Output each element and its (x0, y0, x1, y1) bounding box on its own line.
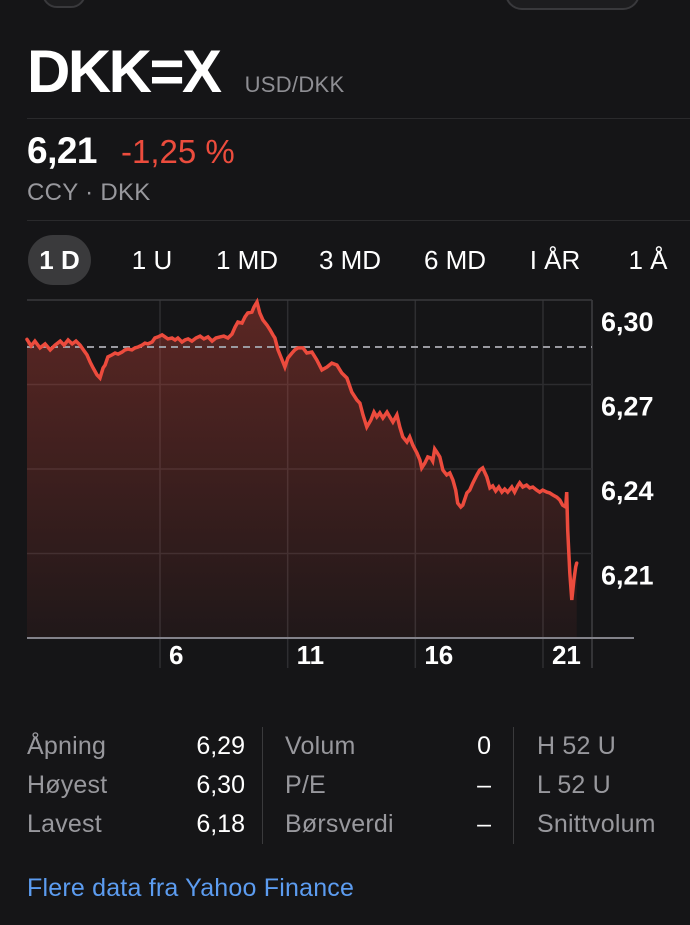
range-tab-1y[interactable]: 1 Å (628, 245, 668, 275)
y-axis-label: 6,21 (601, 561, 654, 591)
range-tab-1w[interactable]: 1 U (131, 245, 173, 275)
x-axis-label: 6 (169, 640, 183, 670)
stat-avg-volume: Snittvolum (537, 810, 656, 838)
range-tab-6m[interactable]: 6 MD (423, 245, 487, 275)
header-divider (27, 118, 690, 119)
quote-divider (27, 220, 690, 221)
yahoo-finance-link[interactable]: Flere data fra Yahoo Finance (27, 874, 355, 902)
range-tab-1d[interactable]: 1 D (28, 235, 91, 285)
percent-change: -1,25 % (121, 133, 235, 170)
price-chart[interactable]: 6 11 16 21 6,30 6,27 6,24 6,21 (0, 290, 690, 680)
header: DKK=X USD/DKK (27, 40, 680, 104)
last-price: 6,21 (27, 130, 98, 171)
x-axis-label: 21 (552, 640, 581, 670)
stat-volume: Volum 0 (285, 732, 491, 760)
y-axis-label: 6,27 (601, 392, 654, 422)
top-left-button-partial[interactable] (42, 0, 86, 8)
exchange-currency-label: CCY · DKK (27, 179, 151, 206)
price-area-fill (27, 302, 577, 638)
stat-52w-high: H 52 U (537, 732, 617, 760)
x-axis-label: 11 (297, 640, 325, 670)
stat-marketcap: Børsverdi – (285, 810, 491, 838)
stat-pe: P/E – (285, 771, 491, 799)
stat-52w-low: L 52 U (537, 771, 611, 799)
price-line (25, 297, 579, 601)
stats-table: Åpning 6,29 Høyest 6,30 Lavest 6,18 Volu… (0, 727, 690, 844)
x-axis-label: 16 (424, 640, 453, 670)
quote-row: 6,21 -1,25 % (27, 130, 235, 172)
stats-column-2: Volum 0 P/E – Børsverdi – (262, 727, 513, 844)
y-axis-label: 6,30 (601, 307, 654, 337)
range-tab-bar: 1 D 1 U 1 MD 3 MD 6 MD I ÅR 1 Å (0, 235, 690, 285)
stat-open: Åpning 6,29 (27, 732, 245, 760)
stats-column-1: Åpning 6,29 Høyest 6,30 Lavest 6,18 (0, 727, 262, 844)
range-tab-3m[interactable]: 3 MD (318, 245, 382, 275)
symbol-title: DKK=X (27, 38, 222, 105)
y-axis-label: 6,24 (601, 476, 654, 506)
range-tab-1m[interactable]: 1 MD (215, 245, 279, 275)
top-right-button-partial[interactable] (505, 0, 640, 10)
range-tab-ytd[interactable]: I ÅR (529, 245, 581, 275)
pair-subtitle: USD/DKK (244, 72, 345, 97)
stats-column-3: H 52 U L 52 U Snittvolum (513, 727, 690, 844)
stat-low: Lavest 6,18 (27, 810, 245, 838)
stat-high: Høyest 6,30 (27, 771, 245, 799)
